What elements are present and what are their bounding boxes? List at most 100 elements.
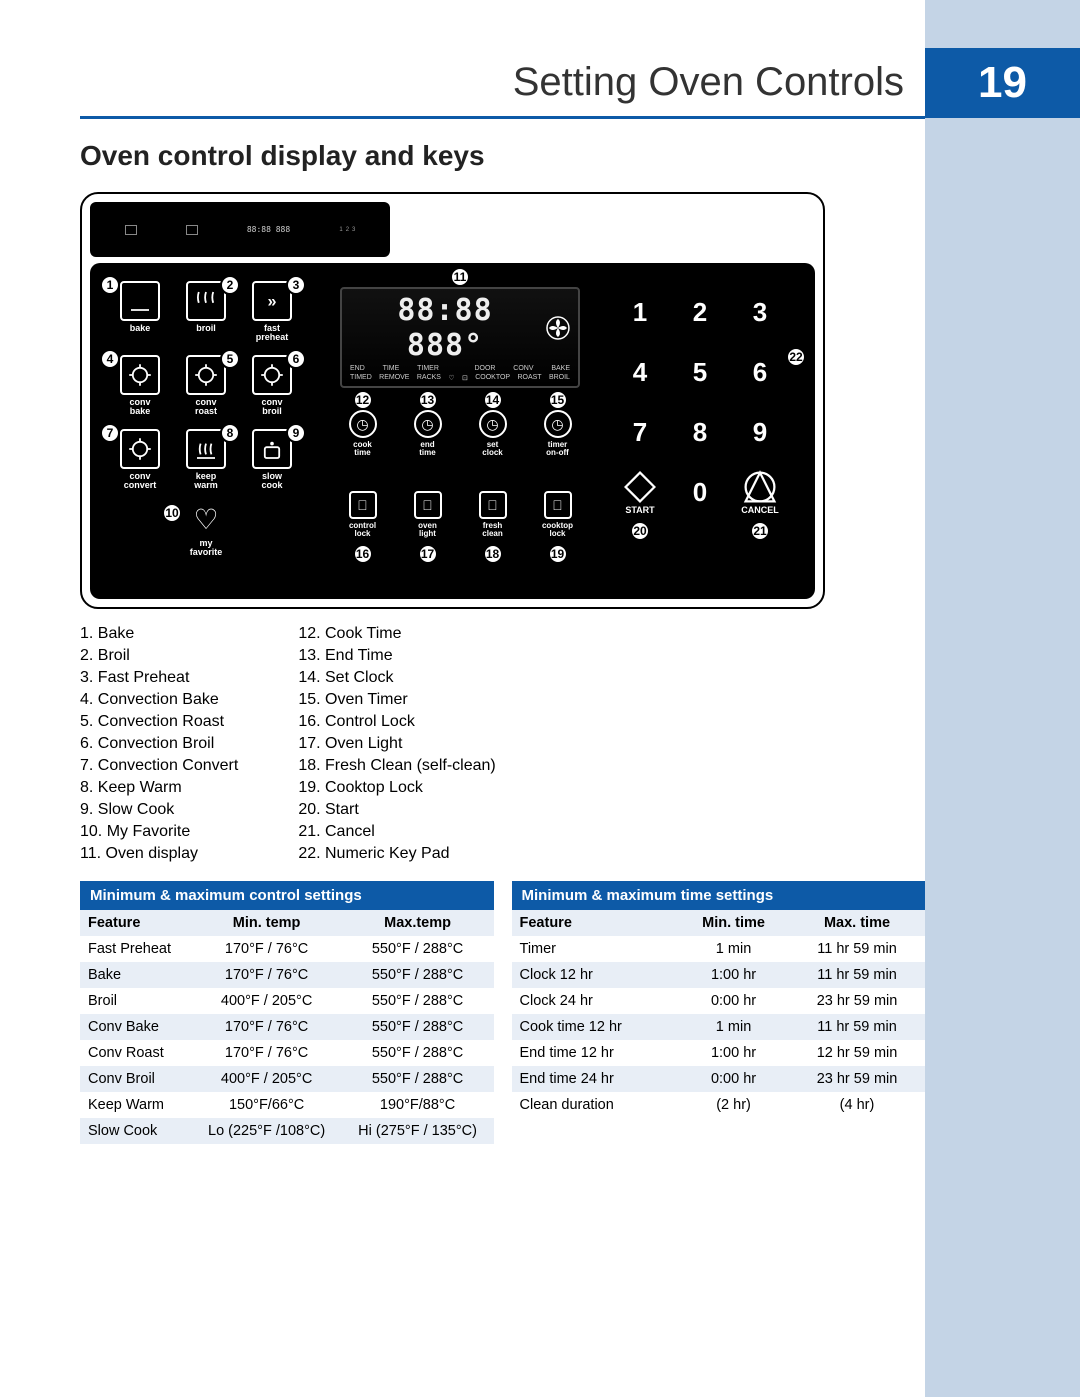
func-conv-roast: 5 conv roast xyxy=(176,355,236,427)
table-cell: 1 min xyxy=(678,1014,789,1040)
ctrl-fresh-clean: 18 ⎕ fresh clean xyxy=(468,491,518,538)
table-header: Feature xyxy=(80,910,192,936)
table-cell: (2 hr) xyxy=(678,1092,789,1118)
ctrl-icon: ⎕ xyxy=(544,491,572,519)
table-cell: 11 hr 59 min xyxy=(789,962,925,988)
ctrl-label: control lock xyxy=(338,522,388,538)
table-header: Max. time xyxy=(789,910,925,936)
legend-item: 5. Convection Roast xyxy=(80,713,238,731)
table-row: Fast Preheat170°F / 76°C550°F / 288°C xyxy=(80,936,494,962)
table-cell: 170°F / 76°C xyxy=(192,962,342,988)
table-cell: Fast Preheat xyxy=(80,936,192,962)
heart-icon: ♡ xyxy=(176,503,236,536)
svg-text:»: » xyxy=(267,292,276,310)
func-label: bake xyxy=(110,324,170,333)
ctrl-set-clock: 14 ◷ set clock xyxy=(468,410,518,457)
callout-1: 1 xyxy=(100,275,120,295)
key-6: 6 xyxy=(733,345,787,399)
callout-10: 10 xyxy=(162,503,182,523)
func-bake: 1 bake xyxy=(110,281,170,353)
func-label: conv convert xyxy=(110,472,170,490)
legend-item: 19. Cooktop Lock xyxy=(298,779,495,797)
ctrl-label: cooktop lock xyxy=(533,522,583,538)
ctrl-control-lock: 16 ⎕ control lock xyxy=(338,491,388,538)
callout-11: 11 xyxy=(450,267,470,287)
table-cell: 550°F / 288°C xyxy=(342,1014,494,1040)
ctrl-timer-on-off: 15 ◷ timer on-off xyxy=(533,410,583,457)
ctrl-icon: ⎕ xyxy=(349,491,377,519)
legend-item: 15. Oven Timer xyxy=(298,691,495,709)
key-3: 3 xyxy=(733,285,787,339)
callout-5: 5 xyxy=(220,349,240,369)
content: Oven control display and keys 88:88 888 … xyxy=(80,140,925,1144)
display-sublabels2: TIMEDREMOVERACKS♡⊡COOKTOPROASTBROIL xyxy=(350,374,570,382)
callout-16: 16 xyxy=(353,544,373,564)
table-row: Keep Warm150°F/66°C190°F/88°C xyxy=(80,1092,494,1118)
page-title: Setting Oven Controls xyxy=(513,60,904,105)
table-cell: 400°F / 205°C xyxy=(192,988,342,1014)
page-number: 19 xyxy=(925,48,1080,118)
callout-7: 7 xyxy=(100,423,120,443)
fan-icon xyxy=(546,316,570,340)
ctrl-label: timer on-off xyxy=(533,441,583,457)
time-controls-row: 12 ◷ cook time13 ◷ end time14 ◷ set cloc… xyxy=(330,410,590,457)
callout-20: 20 xyxy=(630,521,650,541)
key-0: 0 xyxy=(673,465,727,519)
callout-18: 18 xyxy=(483,544,503,564)
legend-item: 8. Keep Warm xyxy=(80,779,238,797)
ctrl-icon: ◷ xyxy=(414,410,442,438)
callout-17: 17 xyxy=(418,544,438,564)
ctrl-label: cook time xyxy=(338,441,388,457)
table-cell: 550°F / 288°C xyxy=(342,1040,494,1066)
legend: 1. Bake2. Broil3. Fast Preheat4. Convect… xyxy=(80,625,925,867)
callout-22: 22 xyxy=(786,347,806,367)
callout-3: 3 xyxy=(286,275,306,295)
numeric-keypad: 123456789START 200CANCEL 21 xyxy=(600,281,800,519)
key-4: 4 xyxy=(613,345,667,399)
favorite-label: my favorite xyxy=(176,539,236,557)
key-2: 2 xyxy=(673,285,727,339)
keypad-column: 22 123456789START 200CANCEL 21 xyxy=(600,281,800,575)
table-row: Bake170°F / 76°C550°F / 288°C xyxy=(80,962,494,988)
legend-item: 17. Oven Light xyxy=(298,735,495,753)
callout-9: 9 xyxy=(286,423,306,443)
table-row: Conv Roast170°F / 76°C550°F / 288°C xyxy=(80,1040,494,1066)
table-cell: 0:00 hr xyxy=(678,988,789,1014)
start-button: START 20 xyxy=(613,465,667,519)
table-cell: 550°F / 288°C xyxy=(342,988,494,1014)
oven-display: 88:88 888° ENDTIMETIMERDOORCONVBAKE TIME… xyxy=(340,287,580,388)
callout-21: 21 xyxy=(750,521,770,541)
lock-controls-row: 16 ⎕ control lock 17 ⎕ oven light 18 ⎕ fre… xyxy=(330,491,590,538)
table-cell: (4 hr) xyxy=(789,1092,925,1118)
func-label: conv roast xyxy=(176,398,236,416)
func-label: slow cook xyxy=(242,472,302,490)
table-cell: 400°F / 205°C xyxy=(192,1066,342,1092)
table-row: Clock 12 hr1:00 hr11 hr 59 min xyxy=(512,962,926,988)
table-cell: 11 hr 59 min xyxy=(789,1014,925,1040)
func-conv-convert: 7 conv convert xyxy=(110,429,170,501)
table-cell: 550°F / 288°C xyxy=(342,1066,494,1092)
table-cell: 23 hr 59 min xyxy=(789,1066,925,1092)
my-favorite: 10 ♡ my favorite xyxy=(176,503,236,575)
callout-14: 14 xyxy=(483,390,503,410)
func-conv-broil: 6 conv broil xyxy=(242,355,302,427)
ctrl-label: set clock xyxy=(468,441,518,457)
legend-item: 20. Start xyxy=(298,801,495,819)
ctrl-oven-light: 17 ⎕ oven light xyxy=(403,491,453,538)
table-row: Clock 24 hr0:00 hr23 hr 59 min xyxy=(512,988,926,1014)
table-cell: 12 hr 59 min xyxy=(789,1040,925,1066)
page-header: Setting Oven Controls 19 xyxy=(0,48,1080,118)
temp-settings-table: Minimum & maximum control settings Featu… xyxy=(80,881,494,1144)
table-header: Feature xyxy=(512,910,679,936)
ctrl-icon: ◷ xyxy=(479,410,507,438)
table-cell: 1 min xyxy=(678,936,789,962)
function-icon-grid: 1 bake2 broil3 » fast preheat4 conv bake… xyxy=(110,281,320,575)
ctrl-icon: ⎕ xyxy=(479,491,507,519)
table-cell: 11 hr 59 min xyxy=(789,936,925,962)
table-cell: 170°F / 76°C xyxy=(192,1040,342,1066)
func-broil: 2 broil xyxy=(176,281,236,353)
legend-item: 13. End Time xyxy=(298,647,495,665)
table-cell: 190°F/88°C xyxy=(342,1092,494,1118)
table-row: End time 24 hr0:00 hr23 hr 59 min xyxy=(512,1066,926,1092)
func-keep-warm: 8 keep warm xyxy=(176,429,236,501)
